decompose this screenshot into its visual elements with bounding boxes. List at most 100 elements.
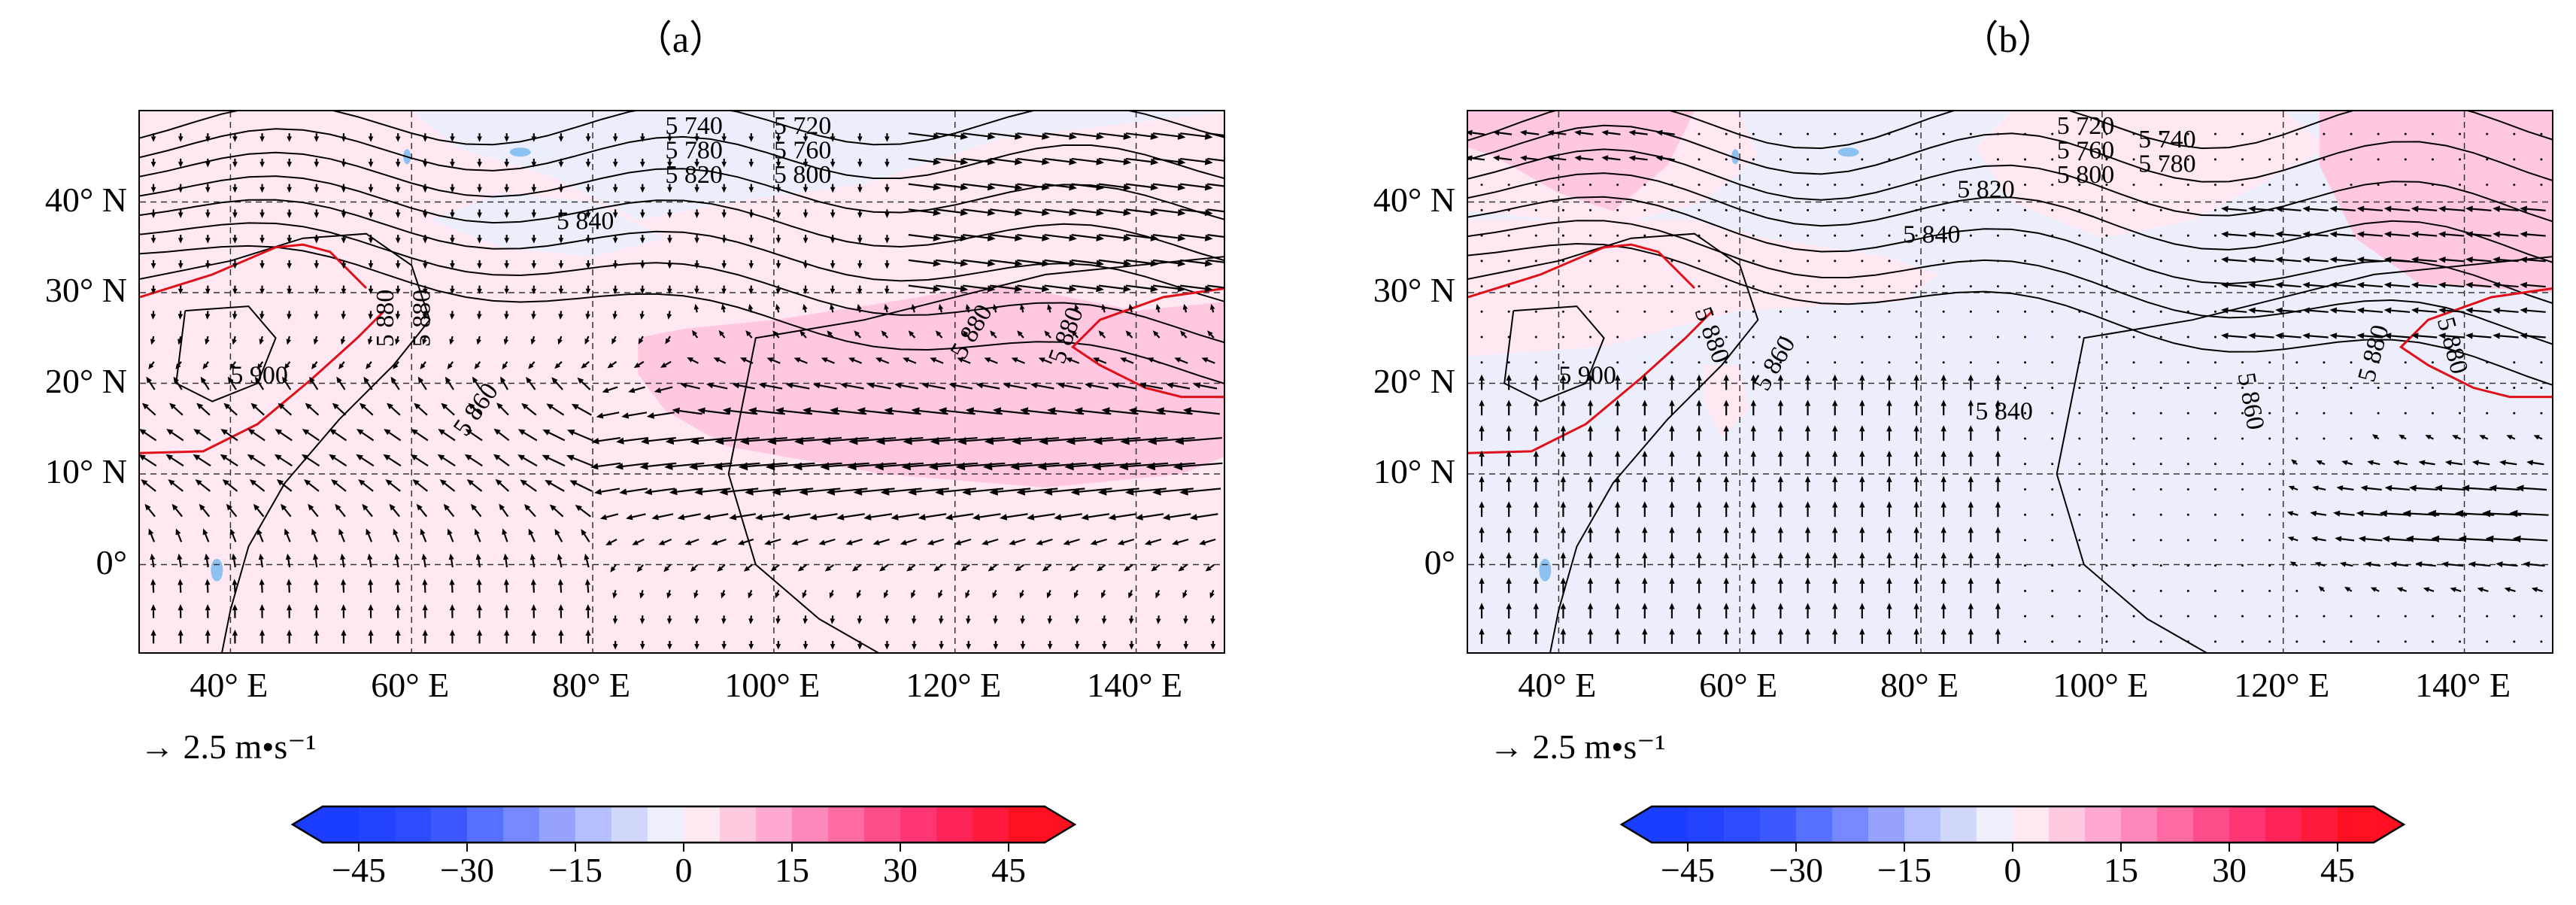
wind-vector-shaft [334,432,347,442]
wind-vector-head [666,313,672,320]
wind-vector [150,158,156,168]
wind-vector [1207,259,1224,263]
wind-vector-head [1479,374,1485,381]
wind-vector-head [1533,475,1540,482]
wind-vector [1098,259,1132,267]
wind-vector-head [644,488,653,496]
wind-vector-head [1042,234,1050,241]
wind-vector-head [2520,257,2528,263]
wind-vector [1616,336,1619,339]
wind-vector-head [1064,462,1074,471]
wind-vector-head [395,314,401,320]
wind-vector-head [1628,155,1636,162]
wind-vector [2335,536,2355,542]
wind-vector-head [636,566,643,572]
wind-vector-shaft [1197,513,1218,518]
wind-vector [605,539,617,545]
wind-vector-head [476,629,483,636]
wind-vector-head [1177,132,1186,140]
wind-vector-dot [2159,184,2162,187]
wind-vector-head [450,238,455,244]
wind-vector-head [585,604,591,611]
wind-vector [2132,184,2135,187]
wind-vector [585,209,591,218]
wind-vector-head [2367,460,2374,466]
wind-vector [818,538,836,545]
wind-vector [1807,310,1810,313]
wind-vector-head [2438,307,2446,314]
wind-vector-head [476,339,481,345]
wind-vector-head [646,412,655,419]
wind-vector [836,513,865,521]
wind-vector-head [531,212,537,218]
wind-vector-dot [2540,387,2543,390]
wind-vector [1587,374,1594,390]
wind-vector-shaft [1006,513,1028,518]
wind-vector-head [205,579,211,585]
wind-vector-head [1020,618,1026,624]
wind-vector [1125,259,1159,267]
wind-vector-dot [2513,387,2516,390]
wind-vector-shaft [2336,284,2356,288]
wind-vector-head [470,503,478,511]
wind-vector-dot [2513,615,2516,618]
wind-vector [775,303,781,313]
wind-vector-head [1183,644,1189,650]
wind-vector-dot [1616,184,1619,187]
wind-vector [1996,285,1999,288]
wind-vector-head [722,407,731,415]
wind-vector-dot [1779,234,1782,237]
wind-vector-head [504,314,509,320]
wind-vector-shaft [177,361,182,366]
wind-vector-shaft [803,590,807,594]
wind-vector [2105,336,2108,339]
wind-vector-shaft [803,334,807,339]
wind-vector-shaft [1071,183,1097,188]
wind-vector-shaft [962,359,971,364]
wind-vector-head [1047,407,1056,415]
wind-vector [1996,336,1999,339]
wind-vector [2404,640,2407,643]
wind-vector [2268,487,2271,490]
wind-vector-head [422,339,427,345]
wind-vector-head [503,339,509,345]
wind-vector [1015,563,1024,572]
wind-vector [205,184,211,193]
wind-vector-dot [1507,260,1510,263]
wind-vector-head [205,314,211,320]
wind-vector [1915,184,1918,187]
wind-vector [706,382,728,390]
wind-vector [884,640,890,650]
wind-vector-shaft [1184,308,1188,313]
wind-vector [2465,281,2492,289]
wind-vector-shaft [1017,183,1042,188]
wind-vector-shaft [1073,563,1079,569]
wind-vector-shaft [665,360,672,366]
wind-vector-head [1177,208,1186,217]
wind-vector [1020,615,1026,624]
wind-vector-head [287,136,293,142]
wind-vector-head [222,479,229,486]
wind-vector-head [558,187,564,193]
wind-vector-dot [2295,361,2298,364]
wind-vector-head [177,187,184,193]
wind-vector-head [2356,205,2365,212]
wind-vector-shaft [423,559,426,568]
wind-vector [2051,412,2054,415]
wind-vector-shaft [775,436,815,442]
wind-vector [341,260,347,269]
wind-vector-head [449,629,456,636]
wind-vector [1723,374,1729,390]
wind-vector [690,563,699,572]
wind-vector [558,629,564,644]
wind-vector-dot [1561,208,1564,211]
colorbar-segment [2085,806,2122,843]
wind-vector [1969,132,1972,135]
wind-vector-head [169,402,176,410]
wind-vector [2356,231,2383,238]
wind-vector [1643,285,1646,288]
wind-vector-head [395,629,401,636]
wind-vector-head [341,162,347,168]
wind-vector-shaft [260,559,264,568]
wind-vector [960,563,970,572]
